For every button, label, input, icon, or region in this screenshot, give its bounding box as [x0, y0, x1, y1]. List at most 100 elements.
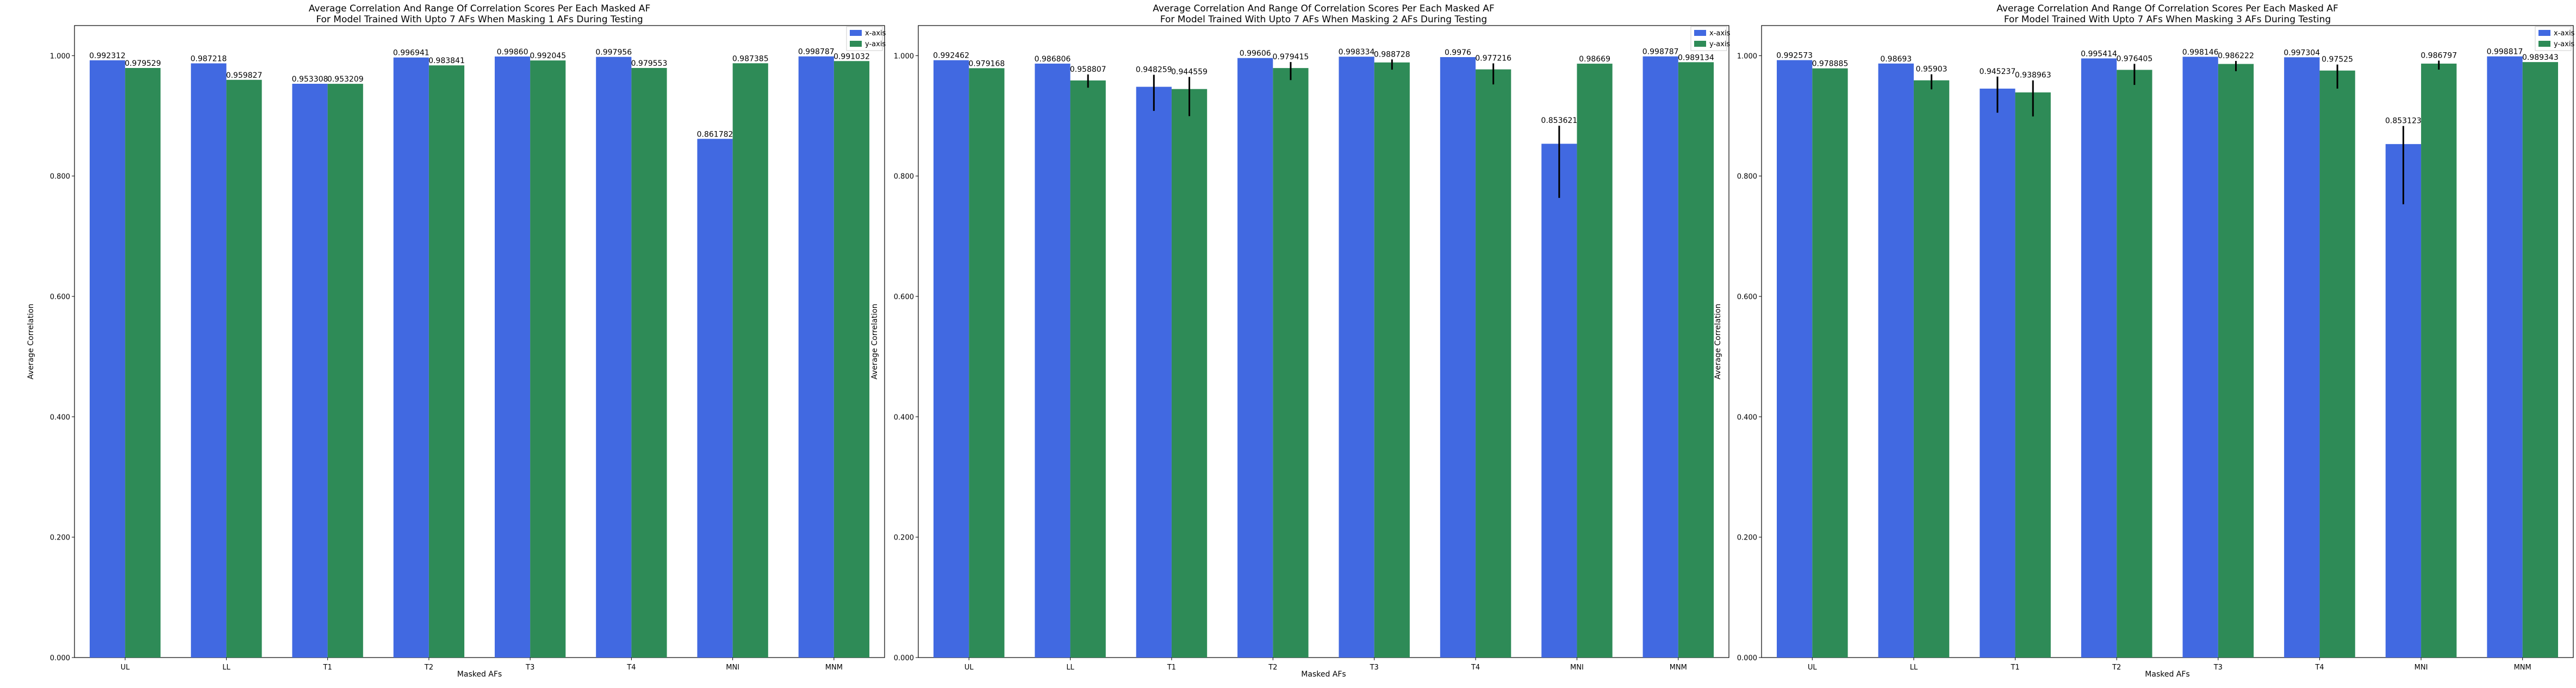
legend-label: y-axis [865, 40, 886, 48]
bar-value-label: 0.945237 [1979, 67, 2015, 76]
bar-value-label: 0.983841 [428, 57, 465, 65]
y-tick-label: 0.200 [894, 534, 914, 542]
bar-value-label: 0.853621 [1541, 116, 1577, 125]
legend-label: x-axis [2554, 29, 2575, 38]
bar-y-axis [1070, 80, 1106, 658]
bar-x-axis [191, 63, 227, 658]
bar-value-label: 0.853123 [2385, 117, 2422, 126]
bar-value-label: 0.98669 [1579, 55, 1610, 64]
bar-value-label: 0.998787 [1642, 48, 1679, 57]
x-axis-label: Masked AFs [1301, 670, 1346, 679]
bar-y-axis [428, 65, 465, 658]
bar-x-axis [1339, 57, 1374, 658]
y-tick-label: 1.000 [894, 52, 914, 60]
bar-value-label: 0.979168 [968, 59, 1005, 68]
x-tick-label: LL [1066, 664, 1074, 672]
bar-y-axis [2522, 62, 2559, 658]
bar-value-label: 0.98693 [1880, 55, 1912, 64]
bar-value-label: 0.987385 [732, 54, 769, 63]
x-tick-label: MNI [726, 664, 739, 672]
legend-label: x-axis [865, 29, 886, 38]
x-tick-label: MNM [2514, 664, 2531, 672]
bar-x-axis [2284, 57, 2320, 658]
legend: x-axis y-axis [2535, 26, 2575, 51]
bar-value-label: 0.979529 [125, 59, 161, 68]
bar-x-axis [697, 139, 733, 658]
bar-y-axis [2421, 63, 2457, 658]
bar-x-axis [1980, 88, 2015, 658]
chart-title: Average Correlation And Range Of Correla… [309, 3, 650, 14]
bar-y-axis [969, 68, 1005, 658]
x-tick-label: MNM [825, 664, 843, 672]
y-tick-label: 0.600 [894, 293, 914, 301]
x-tick-label: T2 [424, 664, 433, 672]
bar-x-axis [2081, 58, 2117, 658]
bar-x-axis [1136, 86, 1172, 658]
bar-value-label: 0.987218 [190, 54, 227, 63]
bar-y-axis [833, 61, 870, 658]
bar-value-label: 0.953209 [327, 75, 364, 84]
bar-y-axis [125, 67, 161, 658]
x-tick-label: T2 [2112, 664, 2121, 672]
chart-panel-2: Average Correlation And Range Of Correla… [870, 3, 1731, 679]
bar-y-axis [1577, 64, 1613, 658]
bar-value-label: 0.988728 [1374, 50, 1410, 59]
chart-panel-1: Average Correlation And Range Of Correla… [27, 3, 886, 679]
bar-y-axis [2319, 70, 2355, 658]
legend-label: y-axis [2554, 40, 2574, 48]
legend-swatch [850, 41, 862, 47]
y-tick-label: 0.800 [894, 173, 914, 181]
bar-y-axis [732, 63, 768, 658]
y-axis-label: Average Correlation [870, 303, 879, 379]
bar-x-axis [393, 57, 429, 658]
bar-value-label: 0.948259 [1136, 65, 1172, 74]
bar-value-label: 0.998817 [2487, 48, 2523, 57]
legend-swatch [850, 30, 862, 36]
x-tick-label: UL [965, 664, 974, 672]
plot-frame [74, 25, 885, 658]
bar-y-axis [1476, 69, 1511, 658]
bar-y-axis [1374, 62, 1410, 658]
bar-x-axis [89, 60, 126, 658]
bar-y-axis [1913, 80, 1950, 658]
bar-x-axis [1237, 58, 1273, 658]
bar-y-axis [327, 84, 363, 658]
x-tick-label: T1 [323, 664, 332, 672]
bar-x-axis [2487, 56, 2523, 658]
bar-value-label: 0.997304 [2283, 48, 2320, 57]
bar-value-label: 0.991032 [833, 52, 870, 61]
bar-value-label: 0.9976 [1445, 48, 1471, 57]
bar-x-axis [933, 60, 969, 658]
y-tick-label: 1.000 [1737, 52, 1757, 60]
y-axis-label: Average Correlation [27, 303, 35, 379]
bar-value-label: 0.959827 [226, 71, 263, 80]
bar-y-axis [2218, 64, 2254, 658]
bar-y-axis [1678, 62, 1714, 658]
x-tick-label: LL [222, 664, 231, 672]
bar-value-label: 0.986797 [2421, 51, 2457, 60]
bar-value-label: 0.992045 [530, 52, 566, 60]
legend-swatch [2538, 41, 2550, 47]
legend-swatch [1694, 41, 1706, 47]
bar-value-label: 0.978885 [1812, 60, 1849, 69]
bar-value-label: 0.938963 [2015, 71, 2051, 80]
x-tick-label: T4 [626, 664, 636, 672]
x-tick-label: T2 [1268, 664, 1277, 672]
chart-subtitle: For Model Trained With Upto 7 AFs When M… [316, 14, 643, 25]
y-tick-label: 0.400 [894, 413, 914, 422]
x-axis-label: Masked AFs [457, 670, 502, 679]
y-tick-label: 0.200 [1737, 534, 1757, 542]
bar-value-label: 0.986222 [2218, 52, 2254, 60]
bar-x-axis [292, 84, 328, 658]
bar-value-label: 0.97525 [2322, 55, 2353, 64]
bar-value-label: 0.998146 [2182, 48, 2219, 57]
bar-x-axis [1035, 63, 1071, 658]
x-tick-label: MNI [2415, 664, 2428, 672]
x-tick-label: T4 [2314, 664, 2324, 672]
x-tick-label: MNM [1670, 664, 1687, 672]
y-tick-label: 0.800 [50, 173, 70, 181]
chart-title: Average Correlation And Range Of Correla… [1153, 3, 1494, 14]
bar-x-axis [1642, 56, 1678, 658]
